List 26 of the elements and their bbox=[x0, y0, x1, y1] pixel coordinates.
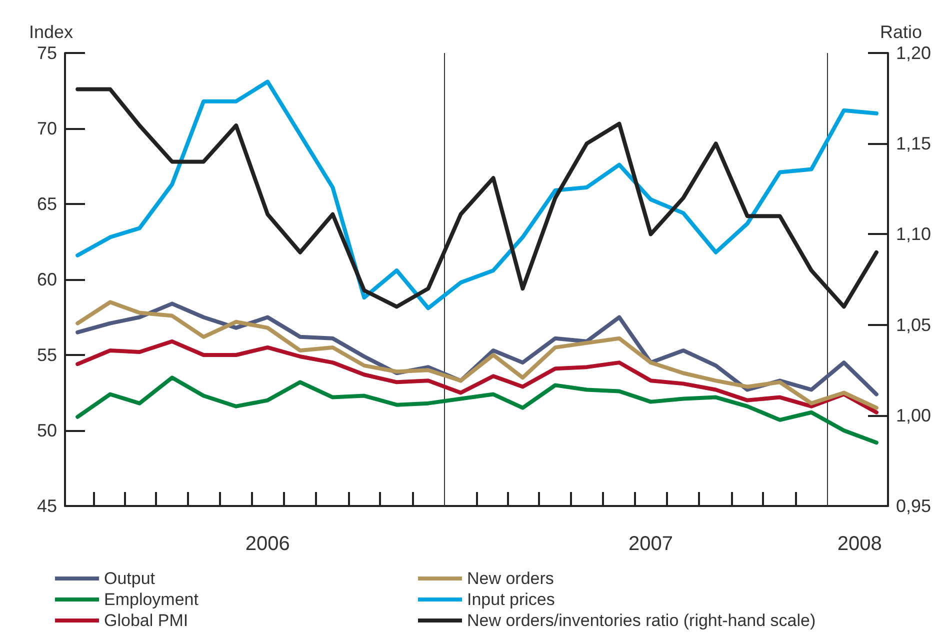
legend-label: New orders/inventories ratio (right-hand scale) bbox=[467, 611, 816, 630]
y-tick-label: 60 bbox=[36, 270, 57, 290]
legend-label: Global PMI bbox=[104, 611, 188, 630]
y2-tick-label: 1,20 bbox=[896, 43, 932, 63]
y2-tick-label: 1,10 bbox=[896, 224, 932, 244]
line-series bbox=[76, 376, 878, 445]
y-axis-title: Index bbox=[28, 22, 73, 42]
line-series bbox=[76, 339, 878, 414]
x-tick-label: 2008 bbox=[837, 533, 882, 555]
y-tick-label: 50 bbox=[36, 420, 57, 440]
y-tick-label: 45 bbox=[36, 496, 57, 516]
y2-axis-title: Ratio bbox=[880, 22, 922, 42]
y2-tick-label: 1,00 bbox=[896, 405, 932, 426]
y-tick-label: 75 bbox=[36, 43, 57, 63]
y-tick-label: 70 bbox=[36, 118, 57, 138]
y2-tick-label: 0,95 bbox=[896, 496, 932, 516]
x-tick-label: 2007 bbox=[628, 533, 674, 555]
legend-label: Employment bbox=[104, 590, 199, 609]
legend-label: New orders bbox=[467, 569, 554, 588]
y-tick-label: 55 bbox=[36, 345, 57, 365]
y2-tick-label: 1,15 bbox=[896, 134, 932, 154]
legend-label: Input prices bbox=[467, 590, 555, 609]
legend-label: Output bbox=[104, 569, 156, 588]
x-tick-label: 2006 bbox=[245, 533, 290, 555]
y2-tick-label: 1,05 bbox=[896, 314, 932, 335]
y-tick-label: 65 bbox=[36, 194, 57, 214]
